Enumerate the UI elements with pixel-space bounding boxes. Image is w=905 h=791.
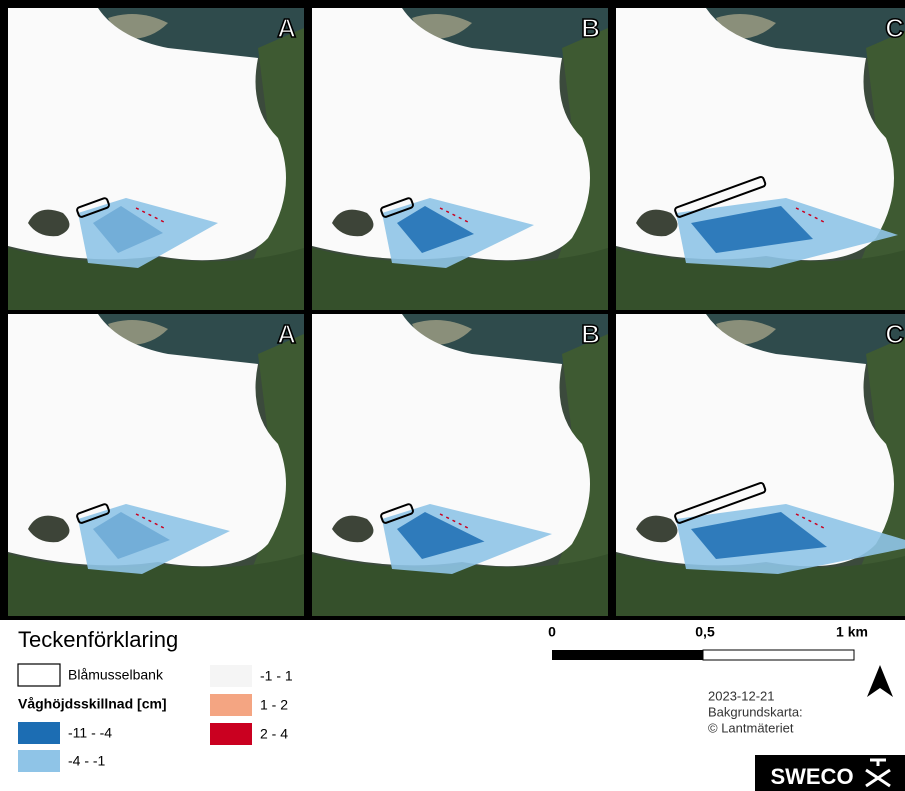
scale-segment bbox=[552, 650, 703, 660]
scale-segment bbox=[703, 650, 854, 660]
map-panel: C bbox=[616, 314, 905, 616]
legend-label: -4 - -1 bbox=[68, 753, 106, 769]
legend-label: -11 - -4 bbox=[68, 725, 112, 741]
figure: A B C A B C Teckenförklaring Blåmusselbank Vå… bbox=[0, 0, 905, 791]
panel-label: B bbox=[581, 319, 600, 349]
info-text: Bakgrundskarta: bbox=[708, 704, 803, 719]
legend-label: -1 - 1 bbox=[260, 668, 293, 684]
basemap bbox=[8, 8, 304, 310]
north-arrow bbox=[867, 665, 893, 697]
scale-label: 0 bbox=[548, 624, 556, 640]
info-text: 2023-12-21 bbox=[708, 688, 775, 703]
legend-swatch bbox=[210, 694, 252, 716]
info-text: © Lantmäteriet bbox=[708, 720, 794, 735]
map-panel: A bbox=[8, 8, 304, 310]
map-panel: A bbox=[8, 314, 304, 616]
legend-swatch bbox=[210, 665, 252, 687]
basemap bbox=[8, 314, 304, 616]
panel-label: C bbox=[885, 319, 904, 349]
basemap bbox=[312, 8, 608, 310]
legend-swatch bbox=[210, 723, 252, 745]
legend-swatch bbox=[18, 664, 60, 686]
scale-label: 1 km bbox=[836, 624, 868, 640]
legend-swatch bbox=[18, 750, 60, 772]
map-panel: B bbox=[312, 8, 608, 310]
legend-group-title: Våghöjdsskillnad [cm] bbox=[18, 696, 167, 712]
legend-label: 2 - 4 bbox=[260, 726, 288, 742]
panel-label: A bbox=[277, 13, 296, 43]
map-panel: C bbox=[616, 8, 905, 310]
panel-label: A bbox=[277, 319, 296, 349]
legend-label: Blåmusselbank bbox=[68, 667, 164, 683]
legend-label: 1 - 2 bbox=[260, 697, 288, 713]
scale-label: 0,5 bbox=[695, 624, 715, 640]
panel-label: C bbox=[885, 13, 904, 43]
map-panel: B bbox=[312, 314, 608, 616]
legend-swatch bbox=[18, 722, 60, 744]
legend-title: Teckenförklaring bbox=[18, 627, 178, 652]
scale-bar: 0 0,5 1 km bbox=[548, 624, 868, 660]
panel-label: B bbox=[581, 13, 600, 43]
logo: SWECO bbox=[770, 764, 853, 789]
